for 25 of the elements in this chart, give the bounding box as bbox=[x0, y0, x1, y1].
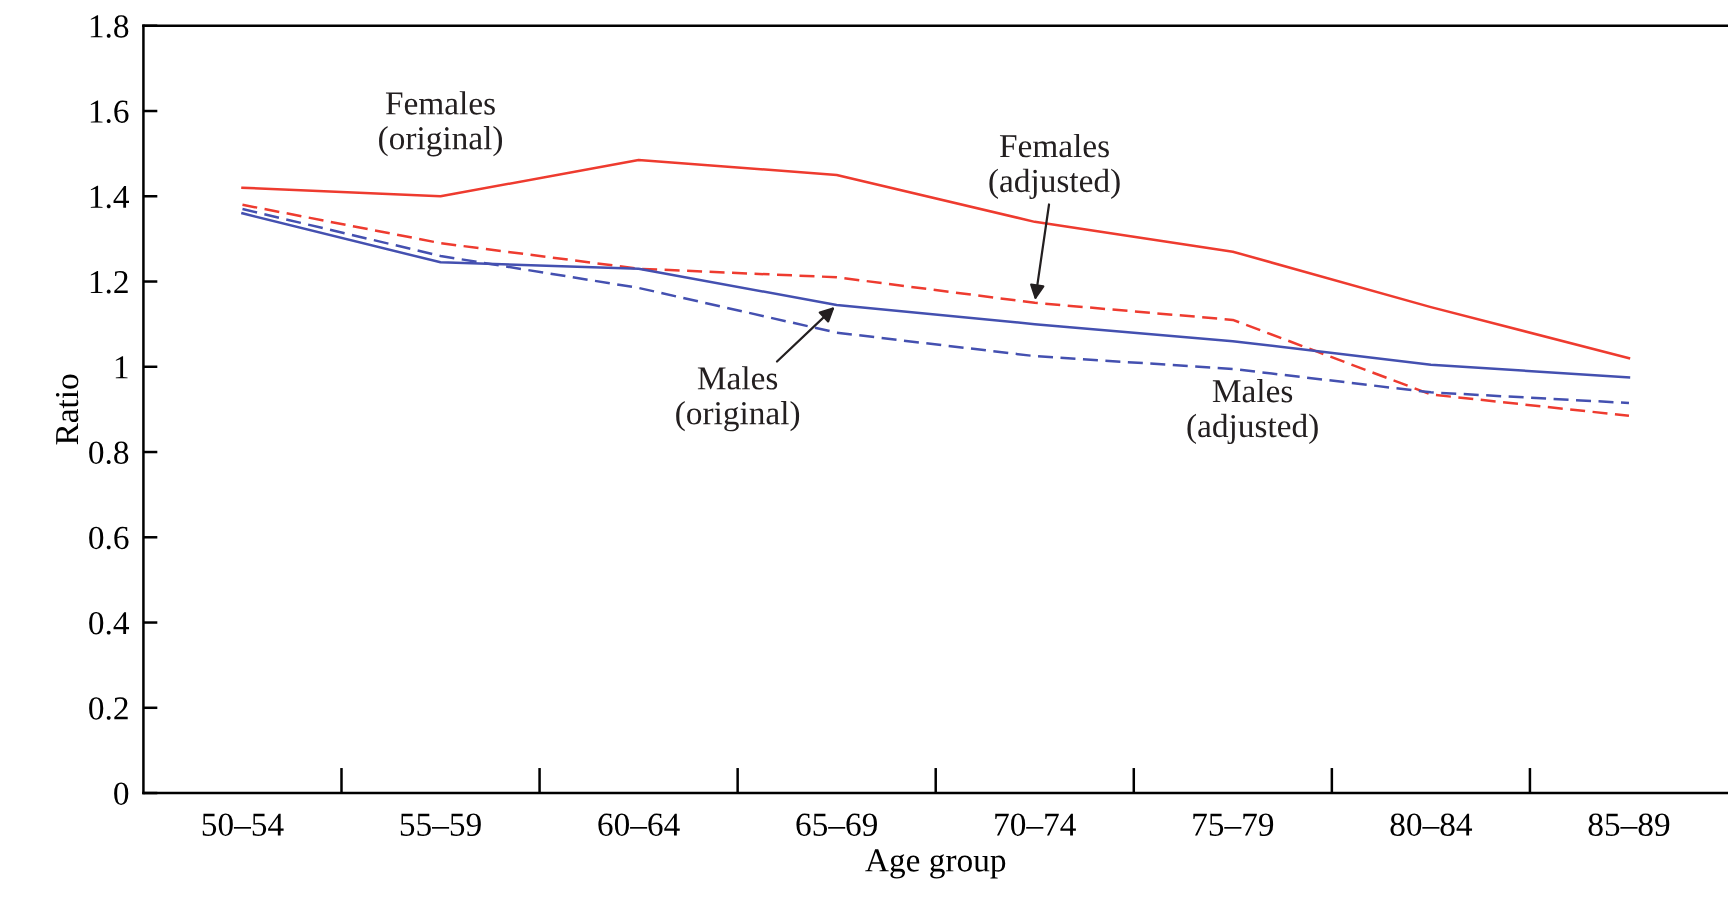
y-tick-label: 1.6 bbox=[90, 100, 129, 124]
x-tick-label: 85–89 bbox=[1588, 813, 1670, 836]
y-axis-title: Ratio bbox=[55, 374, 79, 445]
x-tick-label: 75–79 bbox=[1193, 813, 1274, 836]
x-tick-label: 60–64 bbox=[598, 813, 680, 836]
x-tick-label: 70–74 bbox=[995, 813, 1076, 836]
x-tick-label: 65–69 bbox=[796, 813, 877, 836]
line-series bbox=[241, 158, 1631, 360]
x-axis-title: Age group bbox=[865, 849, 1006, 879]
y-tick-label: 0 bbox=[114, 782, 129, 805]
annotation: Males (adjusted) bbox=[1187, 378, 1318, 445]
y-tick-label: 0.2 bbox=[89, 697, 128, 720]
y-tick-label: 1.2 bbox=[90, 271, 128, 294]
y-tick-label: 1 bbox=[115, 356, 128, 379]
y-tick-label: 1.8 bbox=[90, 15, 129, 38]
annotation: Females (original) bbox=[379, 91, 503, 157]
x-tick-label: 55–59 bbox=[400, 813, 481, 836]
y-tick-label: 0.8 bbox=[89, 441, 129, 465]
y-tick-label: 0.6 bbox=[89, 526, 129, 550]
x-tick-label: 50–54 bbox=[202, 813, 284, 836]
annotation: Females (adjusted) bbox=[989, 133, 1120, 199]
y-tick-label: 0.4 bbox=[89, 611, 130, 635]
y-tick-label: 1.4 bbox=[90, 185, 130, 209]
x-tick-label: 80–84 bbox=[1390, 813, 1473, 836]
annotation: Males (original) bbox=[676, 366, 800, 432]
